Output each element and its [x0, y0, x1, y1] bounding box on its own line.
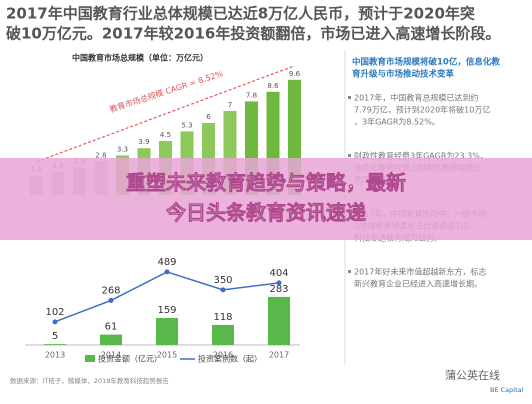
bar	[212, 324, 234, 345]
trend-arrow	[36, 65, 295, 163]
header-line: 2017年中国教育行业总体规模已达近8万亿人民币，预计于2020年突	[6, 5, 475, 23]
overlay-title: 今日头条教育资讯速递	[166, 201, 366, 225]
data-label: 7	[228, 101, 232, 109]
panel-heading: 育升级与市场推动技术变革	[352, 69, 455, 80]
legend-entry: 投资金额（亿元）	[98, 354, 162, 364]
line-point	[164, 269, 170, 275]
bullet	[348, 154, 351, 157]
data-label: 118	[213, 312, 232, 323]
bar	[100, 334, 122, 345]
x-tick-label: 2013	[45, 351, 65, 360]
data-label: 268	[101, 285, 120, 296]
data-label: 3.3	[117, 145, 128, 153]
data-label: 4.5	[160, 131, 171, 139]
data-label: 489	[157, 257, 176, 268]
source: 数据来源：IT桔子，鲸媒体，2018年教育科技趋势报告	[10, 376, 169, 385]
bullet	[348, 96, 351, 99]
data-label: 159	[157, 305, 176, 316]
x-tick-label: 2017	[269, 351, 289, 360]
panel-text: 财政性教育经费3年GAGR为23.3%，	[354, 151, 488, 161]
data-label: 8.6	[267, 82, 279, 90]
bar	[156, 317, 178, 345]
overlay-band	[0, 158, 532, 240]
data-label: 102	[45, 307, 64, 318]
x-tick-label: 2014	[101, 351, 121, 360]
header-line: 破10万亿元。2017年较2016年投资额翻倍，市场已进入高速增长阶段。	[6, 25, 500, 43]
panel-text: 新兴教育企业已经进入高速增长期。	[354, 279, 482, 289]
chart-title: 中国教育市场总规模（单位：万亿元）	[72, 53, 208, 63]
panel-heading: 中国教育市场规模将破10亿，信息化教	[352, 57, 500, 68]
data-label: 7.8	[246, 91, 257, 99]
legend-entry: 投资案例数（起）	[198, 354, 262, 364]
bar	[268, 296, 290, 345]
data-label: 6	[206, 113, 211, 121]
legend-swatch	[85, 355, 95, 362]
data-label: 9.6	[289, 70, 301, 78]
panel-text: 7.79万亿，预计到2020年将破10万亿	[354, 105, 490, 115]
line-point	[276, 280, 282, 286]
bullet	[348, 270, 351, 273]
data-label: 350	[213, 275, 232, 286]
line-point	[220, 287, 226, 293]
data-label: 2.8	[95, 151, 106, 159]
data-label: 283	[269, 284, 288, 295]
x-tick-label: 2016	[213, 351, 233, 360]
panel-text: 2017年，中国教育总规模已达到约	[354, 93, 478, 103]
data-label: 3.9	[138, 138, 149, 146]
data-label: 404	[269, 268, 288, 279]
x-tick-label: 2015	[157, 351, 177, 360]
line-point	[52, 319, 58, 325]
panel-text: 2017年好未来市值超越新东方，标志	[354, 267, 486, 277]
data-label: 5.3	[181, 121, 192, 129]
line-point	[108, 297, 114, 303]
panel-text: ，3年GAGR为8.52%。	[354, 117, 440, 127]
watermark: 蒲公英在线	[445, 368, 500, 382]
data-label: 5	[52, 331, 58, 342]
overlay-title: 重塑未来教育趋势与策略，最新	[126, 171, 406, 195]
data-label: 61	[105, 322, 118, 333]
bar	[44, 344, 66, 345]
brand: BE Capital	[490, 386, 524, 394]
